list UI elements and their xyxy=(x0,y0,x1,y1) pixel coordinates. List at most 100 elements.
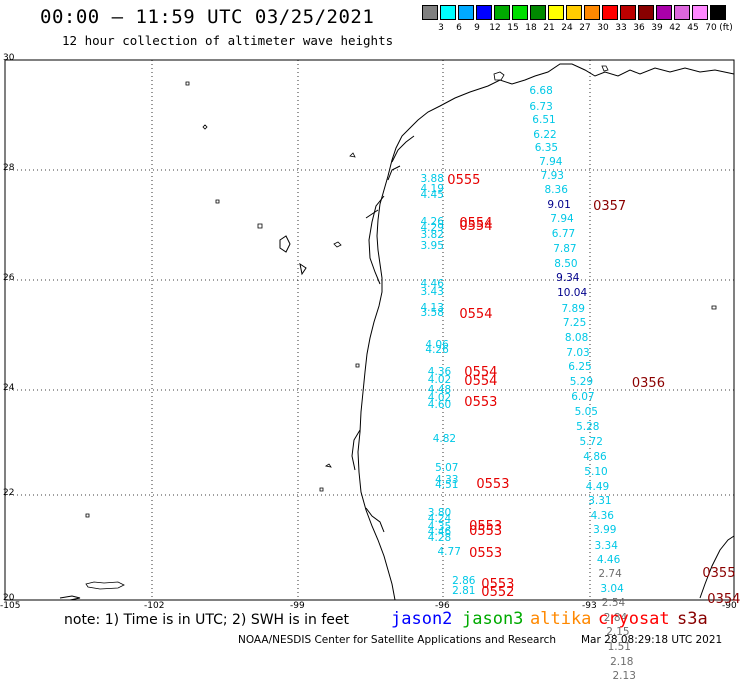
legend-swatch xyxy=(494,5,510,20)
pass-time-label: 0553 xyxy=(481,576,515,592)
legend-swatch xyxy=(512,5,528,20)
wave-height-value: 2.15 xyxy=(606,625,630,638)
legend-swatch xyxy=(638,5,654,20)
wave-height-value: 7.25 xyxy=(562,317,587,330)
legend-swatch xyxy=(440,5,456,20)
pass-time-label: 0554 xyxy=(459,216,493,232)
wave-height-value: 4.02 xyxy=(427,391,452,404)
wave-height-value: 6.73 xyxy=(529,100,553,113)
legend-label: 36 xyxy=(633,23,645,33)
wave-height-value: 8.50 xyxy=(554,257,578,270)
wave-height-value: 4.46 xyxy=(596,554,621,567)
wave-height-value: 4.26 xyxy=(420,215,444,228)
legend-unit: (ft) xyxy=(719,23,733,33)
lon-label: -102 xyxy=(144,601,165,611)
wave-height-value: 3.82 xyxy=(420,229,444,241)
lat-label: 20 xyxy=(3,593,15,603)
wave-height-value: 2.84 xyxy=(603,611,628,624)
legend-label: 24 xyxy=(561,23,573,33)
wave-height-value: 2.81 xyxy=(452,584,476,597)
wave-height-value: 5.72 xyxy=(579,436,603,449)
map-subtitle: 12 hour collection of altimeter wave hei… xyxy=(62,33,394,48)
legend-label: 39 xyxy=(651,23,663,33)
legend-swatch xyxy=(710,5,726,20)
wave-height-value: 4.26 xyxy=(425,344,449,357)
satellite-s3a: s3a xyxy=(677,609,708,629)
wave-height-value: 2.13 xyxy=(612,670,636,682)
wave-height-value: 4.82 xyxy=(432,432,457,445)
satellite-cryosat: cryosat xyxy=(598,609,670,629)
legend-label: 45 xyxy=(687,23,699,33)
pass-time-label: 0354 xyxy=(707,591,740,607)
wave-height-value: 5.07 xyxy=(435,462,459,475)
wave-height-value: 7.93 xyxy=(540,170,564,183)
wave-height-value: 7.94 xyxy=(550,213,574,226)
pass-time-label: 0553 xyxy=(464,394,498,410)
pass-time-label: 0553 xyxy=(469,519,503,534)
wave-height-value: 6.25 xyxy=(568,361,592,374)
wave-height-map xyxy=(4,59,735,601)
coastline xyxy=(59,63,735,601)
wave-height-value: 7.03 xyxy=(566,347,590,360)
lon-label: -93 xyxy=(582,601,597,611)
legend-label: 21 xyxy=(543,23,555,33)
legend-label: 9 xyxy=(474,23,480,33)
wave-height-value: 4.86 xyxy=(583,451,607,463)
pass-time-label: 0554 xyxy=(464,365,498,381)
satellite-jason2: jason2 xyxy=(391,609,453,629)
graticule xyxy=(5,60,734,600)
lat-label: 30 xyxy=(3,53,15,63)
wave-height-value: 4.06 xyxy=(425,338,449,351)
map-frame xyxy=(4,59,735,601)
wave-height-value: 5.05 xyxy=(574,405,598,418)
pass-time-label: 0553 xyxy=(469,545,503,561)
satellite-jason3: jason3 xyxy=(462,609,524,629)
wave-height-value: 4.60 xyxy=(427,398,452,411)
pass-time-label: 0357 xyxy=(593,198,627,214)
wave-height-value: 2.54 xyxy=(601,597,626,610)
pass-time-label: 0555 xyxy=(447,173,481,189)
wave-height-value: 4.24 xyxy=(427,513,452,526)
wave-height-value: 7.87 xyxy=(553,243,577,256)
map-title: 00:00 – 11:59 UTC 03/25/2021 xyxy=(40,6,375,28)
legend-swatch xyxy=(548,5,564,20)
wave-height-value: 3.04 xyxy=(600,582,624,595)
wave-height-value: 9.34 xyxy=(556,272,580,285)
legend-label: 12 xyxy=(489,23,501,33)
legend-label: 15 xyxy=(507,23,519,33)
wave-height-value: 4.35 xyxy=(427,520,452,533)
legend-swatch xyxy=(530,5,546,20)
wave-height-value: 4.46 xyxy=(420,277,444,290)
wave-height-value: 4.28 xyxy=(427,532,452,544)
wave-height-value: 3.34 xyxy=(594,539,618,552)
legend-label: 18 xyxy=(525,23,537,33)
wave-height-value: 4.29 xyxy=(420,221,444,234)
wave-height-value: 5.29 xyxy=(569,375,594,388)
legend-swatch xyxy=(566,5,582,20)
legend-swatch xyxy=(692,5,708,20)
legend-swatch xyxy=(656,5,672,20)
wave-height-value: 3.95 xyxy=(420,240,444,253)
lat-label: 28 xyxy=(3,163,15,173)
wave-height-value: 4.48 xyxy=(427,384,452,396)
pass-time-label: 0356 xyxy=(631,375,665,391)
wave-height-value: 3.99 xyxy=(593,524,617,537)
legend-label: 27 xyxy=(579,23,591,33)
legend-label: 6 xyxy=(456,23,462,33)
legend-swatch xyxy=(422,5,438,20)
wave-height-value: 7.94 xyxy=(539,156,563,169)
wave-height-value: 9.01 xyxy=(547,198,571,211)
lon-label: -99 xyxy=(290,601,305,611)
wave-height-value: 5.10 xyxy=(584,465,608,478)
wave-height-value: 5.28 xyxy=(576,421,600,434)
pass-time-label: 0552 xyxy=(481,585,515,601)
wave-height-value: 4.46 xyxy=(427,525,452,538)
legend-label: 33 xyxy=(615,23,627,33)
legend-label: 42 xyxy=(669,23,681,33)
legend-swatch xyxy=(602,5,618,20)
wave-height-value: 8.08 xyxy=(564,332,589,345)
legend-swatch xyxy=(458,5,474,20)
wave-height-value: 3.88 xyxy=(420,173,444,186)
wave-height-value: 7.89 xyxy=(561,302,585,315)
wave-height-value: 4.13 xyxy=(420,301,444,314)
